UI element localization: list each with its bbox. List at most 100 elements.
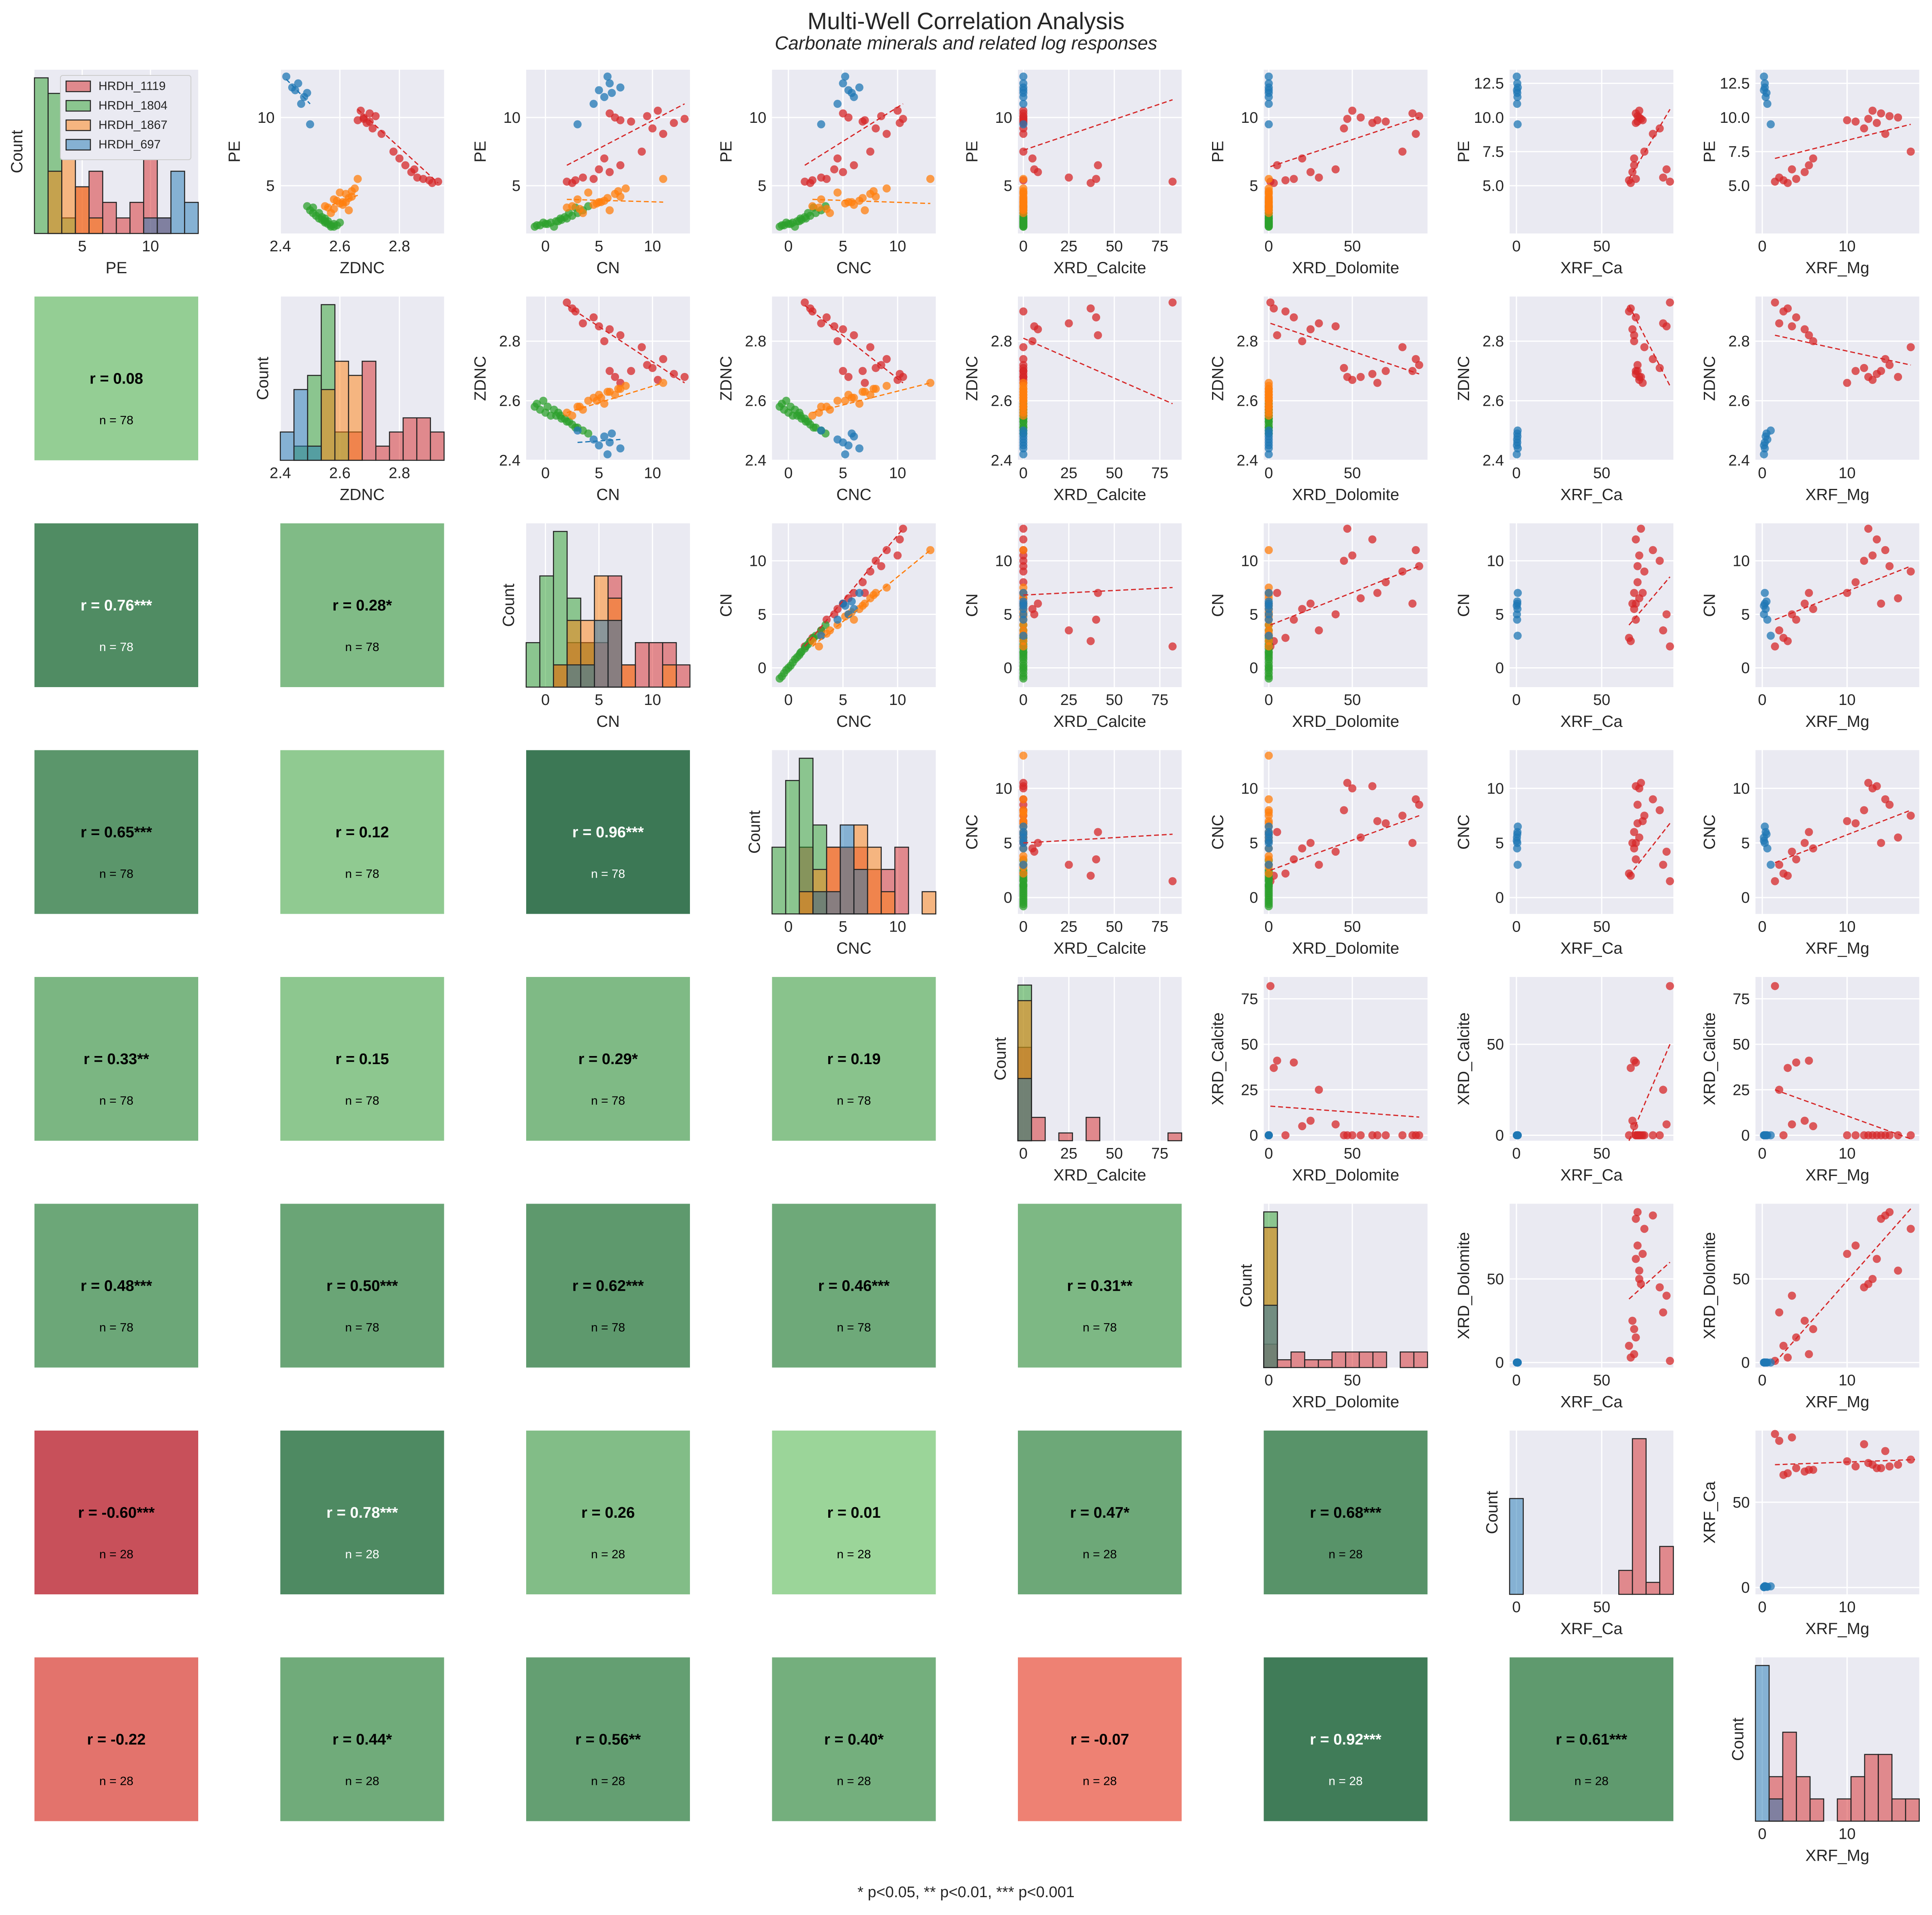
y-tick-label: 0	[1249, 1127, 1258, 1144]
scatter-point-HRDH_1119	[839, 367, 847, 375]
scatter-point-HRDH_1119	[1289, 1058, 1298, 1067]
scatter-point-HRDH_1804	[1264, 895, 1273, 904]
scatter-point-HRDH_697	[855, 83, 863, 92]
scatter-point-HRDH_1804	[539, 218, 548, 227]
scatter-point-HRDH_1119	[434, 178, 442, 186]
scatter-point-HRDH_1119	[1784, 1353, 1792, 1362]
scatter-point-HRDH_1119	[1030, 847, 1039, 856]
scatter-point-HRDH_1119	[1860, 806, 1868, 814]
panel-XRF_Mg-vs-PE: r = -0.22 n = 28	[34, 1657, 198, 1821]
histogram-bar-HRDH_1804	[539, 575, 554, 688]
scatter-point-HRDH_1119	[605, 168, 614, 176]
scatter-point-HRDH_1119	[627, 367, 635, 375]
x-axis-label: XRD_Dolomite	[1292, 1393, 1399, 1411]
scatter-point-HRDH_697	[616, 83, 625, 92]
scatter-point-HRDH_1119	[1649, 1131, 1657, 1140]
scatter-point-HRDH_1119	[1885, 562, 1894, 570]
scatter-point-HRDH_697	[1264, 823, 1273, 831]
scatter-point-HRDH_1119	[605, 367, 614, 375]
scatter-point-HRDH_697	[1264, 444, 1273, 453]
scatter-point-HRDH_1119	[1343, 779, 1352, 787]
scatter-point-HRDH_1119	[839, 168, 847, 176]
scatter-point-HRDH_697	[573, 120, 582, 129]
y-tick-label: 0	[758, 660, 766, 677]
trend-line-HRDH_1119	[1628, 1044, 1671, 1141]
x-tick-label: 0	[784, 238, 793, 255]
scatter-point-HRDH_1867	[1264, 642, 1273, 651]
scatter-point-HRDH_1804	[782, 666, 790, 674]
scatter-point-HRDH_1119	[578, 319, 587, 328]
scatter-point-HRDH_1119	[1805, 1056, 1813, 1065]
y-axis-label: ZDNC	[1701, 356, 1719, 401]
scatter-point-HRDH_1119	[1635, 833, 1643, 842]
y-axis-label: Count	[1483, 1491, 1501, 1534]
x-tick-label: 5	[595, 465, 603, 482]
scatter-point-HRDH_1867	[1019, 394, 1028, 402]
scatter-point-HRDH_697	[603, 450, 612, 458]
scatter-point-HRDH_1119	[1851, 819, 1860, 827]
histogram-bar-HRDH_697	[1263, 1305, 1278, 1368]
histogram-bar-HRDH_1867	[799, 891, 814, 915]
trend-line-HRDH_1119	[1628, 1262, 1671, 1300]
y-axis-label: XRD_Calcite	[1701, 1013, 1719, 1105]
scatter-point-HRDH_1119	[1662, 1292, 1671, 1300]
scatter-point-HRDH_1119	[1843, 1457, 1851, 1465]
scatter-point-HRDH_697	[1513, 830, 1521, 838]
scatter-point-HRDH_1804	[1264, 672, 1273, 681]
scatter-point-HRDH_1119	[1331, 610, 1340, 619]
scatter-point-HRDH_1119	[1662, 847, 1671, 856]
scatter-point-HRDH_1804	[821, 621, 830, 629]
x-tick-label: 2.4	[270, 465, 291, 482]
x-axis-label: XRD_Calcite	[1054, 259, 1146, 277]
scatter-point-HRDH_697	[841, 602, 849, 610]
scatter-point-HRDH_1119	[1775, 1086, 1784, 1094]
histogram-bar-HRDH_1119	[1659, 1546, 1674, 1595]
scatter-point-HRDH_1119	[589, 313, 598, 321]
y-axis-label: XRD_Calcite	[1209, 1013, 1227, 1105]
scatter-point-HRDH_697	[1264, 844, 1273, 853]
panel-CN-vs-XRF_Mg: 0 10 XRF_Mg 0 5 10 CN	[1701, 523, 1919, 730]
scatter-point-HRDH_1867	[621, 381, 630, 390]
scatter-point-HRDH_1867	[869, 187, 878, 195]
histogram-bar-HRDH_1119	[1905, 1798, 1920, 1822]
sample-count: n = 78	[345, 868, 379, 881]
sample-count: n = 28	[1083, 1775, 1117, 1788]
scatter-point-HRDH_1119	[1094, 828, 1102, 836]
scatter-point-HRDH_1119	[1632, 782, 1640, 790]
legend-label-HRDH_1119: HRDH_1119	[99, 79, 166, 93]
scatter-point-HRDH_1119	[616, 331, 625, 339]
scatter-point-HRDH_1804	[804, 209, 812, 217]
scatter-point-HRDH_1119	[1771, 1430, 1779, 1438]
plot-area	[1264, 750, 1428, 914]
scatter-point-HRDH_1867	[1019, 808, 1028, 817]
panel-CNC-vs-PE: r = 0.65*** n = 78	[34, 750, 198, 914]
y-axis-label: XRD_Calcite	[1455, 1013, 1473, 1105]
scatter-point-HRDH_697	[1264, 837, 1273, 845]
panel-XRF_Ca-vs-ZDNC: r = 0.78*** n = 28	[280, 1431, 444, 1594]
y-tick-label: 0	[1495, 1127, 1504, 1144]
scatter-point-HRDH_1119	[1872, 1131, 1881, 1140]
scatter-point-HRDH_697	[855, 589, 863, 597]
scatter-point-HRDH_1119	[1906, 567, 1915, 576]
scatter-point-HRDH_1119	[1092, 313, 1101, 321]
scatter-point-HRDH_1119	[893, 107, 902, 115]
y-axis-label: XRD_Dolomite	[1455, 1232, 1473, 1339]
histogram-bar-HRDH_1119	[1809, 1798, 1825, 1822]
scatter-point-HRDH_697	[1264, 435, 1273, 444]
panel-XRF_Mg-vs-ZDNC: r = 0.44* n = 28	[280, 1657, 444, 1821]
scatter-point-HRDH_697	[595, 441, 603, 450]
histogram-bar-HRDH_697	[594, 620, 609, 688]
scatter-point-HRDH_697	[1264, 861, 1273, 869]
significance-footnote: * p<0.05, ** p<0.01, *** p<0.001	[857, 1884, 1075, 1901]
scatter-point-HRDH_1119	[680, 115, 689, 123]
correlation-coefficient: r = 0.47*	[1070, 1504, 1130, 1521]
correlation-coefficient: r = 0.01	[827, 1504, 880, 1521]
scatter-point-HRDH_1119	[1625, 869, 1633, 878]
trend-line-HRDH_1119	[1775, 1089, 1911, 1140]
histogram-bar-HRDH_1119	[1878, 1754, 1893, 1822]
scatter-point-HRDH_1119	[1412, 546, 1420, 555]
scatter-point-HRDH_697	[844, 610, 853, 619]
histogram-bar-HRDH_697	[812, 891, 827, 915]
trend-line-HRDH_1119	[1023, 99, 1173, 151]
